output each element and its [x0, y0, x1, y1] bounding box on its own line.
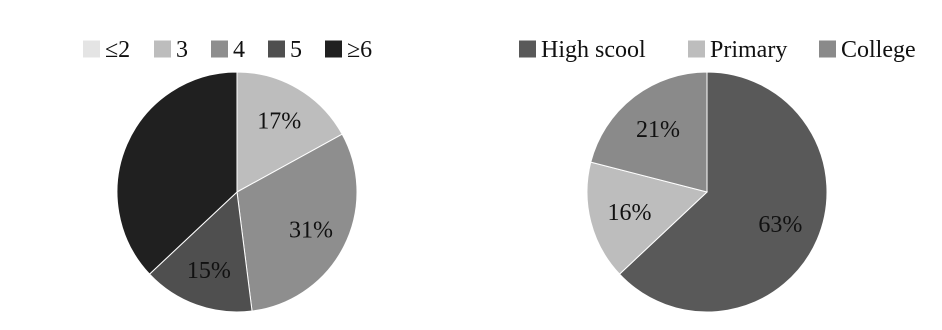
pie-chart-1: ≤2 3 4 5 ≥6 17% 31% 15% — [83, 37, 372, 313]
slice-label: 16% — [608, 200, 652, 226]
pie-slice — [236, 71, 343, 193]
legend-label: Primary — [710, 37, 787, 63]
legend-swatch — [688, 40, 705, 58]
legend-swatch — [519, 40, 536, 58]
legend-label: 3 — [176, 37, 188, 63]
pie-slice — [116, 71, 238, 275]
slice-label: 15% — [187, 258, 231, 284]
legend-label: 5 — [290, 37, 302, 63]
legend-swatch — [83, 40, 100, 58]
legend-swatch — [325, 40, 342, 58]
legend: ≤2 3 4 5 ≥6 — [83, 37, 372, 63]
slice-label: 31% — [289, 218, 333, 244]
legend-label: College — [841, 37, 916, 63]
slice-label: 17% — [257, 109, 301, 135]
pie-slice — [618, 71, 828, 313]
legend-swatch — [154, 40, 171, 58]
pie-slice — [148, 190, 253, 313]
legend: High scool Primary College — [519, 37, 916, 63]
pie-slice — [586, 161, 709, 275]
pie-slice — [590, 71, 708, 193]
legend-swatch — [268, 40, 285, 58]
slice-label: 21% — [636, 117, 680, 143]
legend-label: ≥6 — [347, 37, 372, 63]
legend-label: 4 — [233, 37, 245, 63]
legend-label: ≤2 — [105, 37, 130, 63]
legend-label: High scool — [541, 37, 646, 63]
pie-chart-2: High scool Primary College 63% 16% 21% — [519, 37, 916, 313]
slice-label: 63% — [758, 212, 802, 238]
pie-slice — [236, 133, 358, 312]
legend-swatch — [819, 40, 836, 58]
legend-swatch — [211, 40, 228, 58]
